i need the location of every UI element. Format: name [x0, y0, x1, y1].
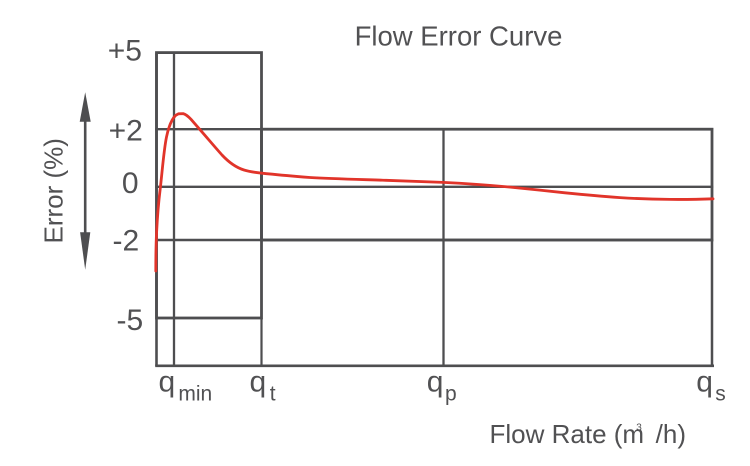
- svg-text:-5: -5: [117, 304, 144, 337]
- svg-text:+5: +5: [108, 34, 142, 67]
- svg-text:qt: qt: [250, 366, 276, 406]
- svg-text:+2: +2: [109, 115, 143, 148]
- svg-text:-2: -2: [113, 224, 140, 257]
- svg-text:qs: qs: [696, 366, 725, 406]
- svg-text:Error (%): Error (%): [39, 138, 69, 243]
- svg-text:Flow Rate (m3 /h): Flow Rate (m3 /h): [490, 419, 687, 449]
- svg-text:qp: qp: [427, 366, 457, 406]
- svg-text:Flow Error Curve: Flow Error Curve: [355, 20, 563, 51]
- svg-text:0: 0: [122, 167, 139, 200]
